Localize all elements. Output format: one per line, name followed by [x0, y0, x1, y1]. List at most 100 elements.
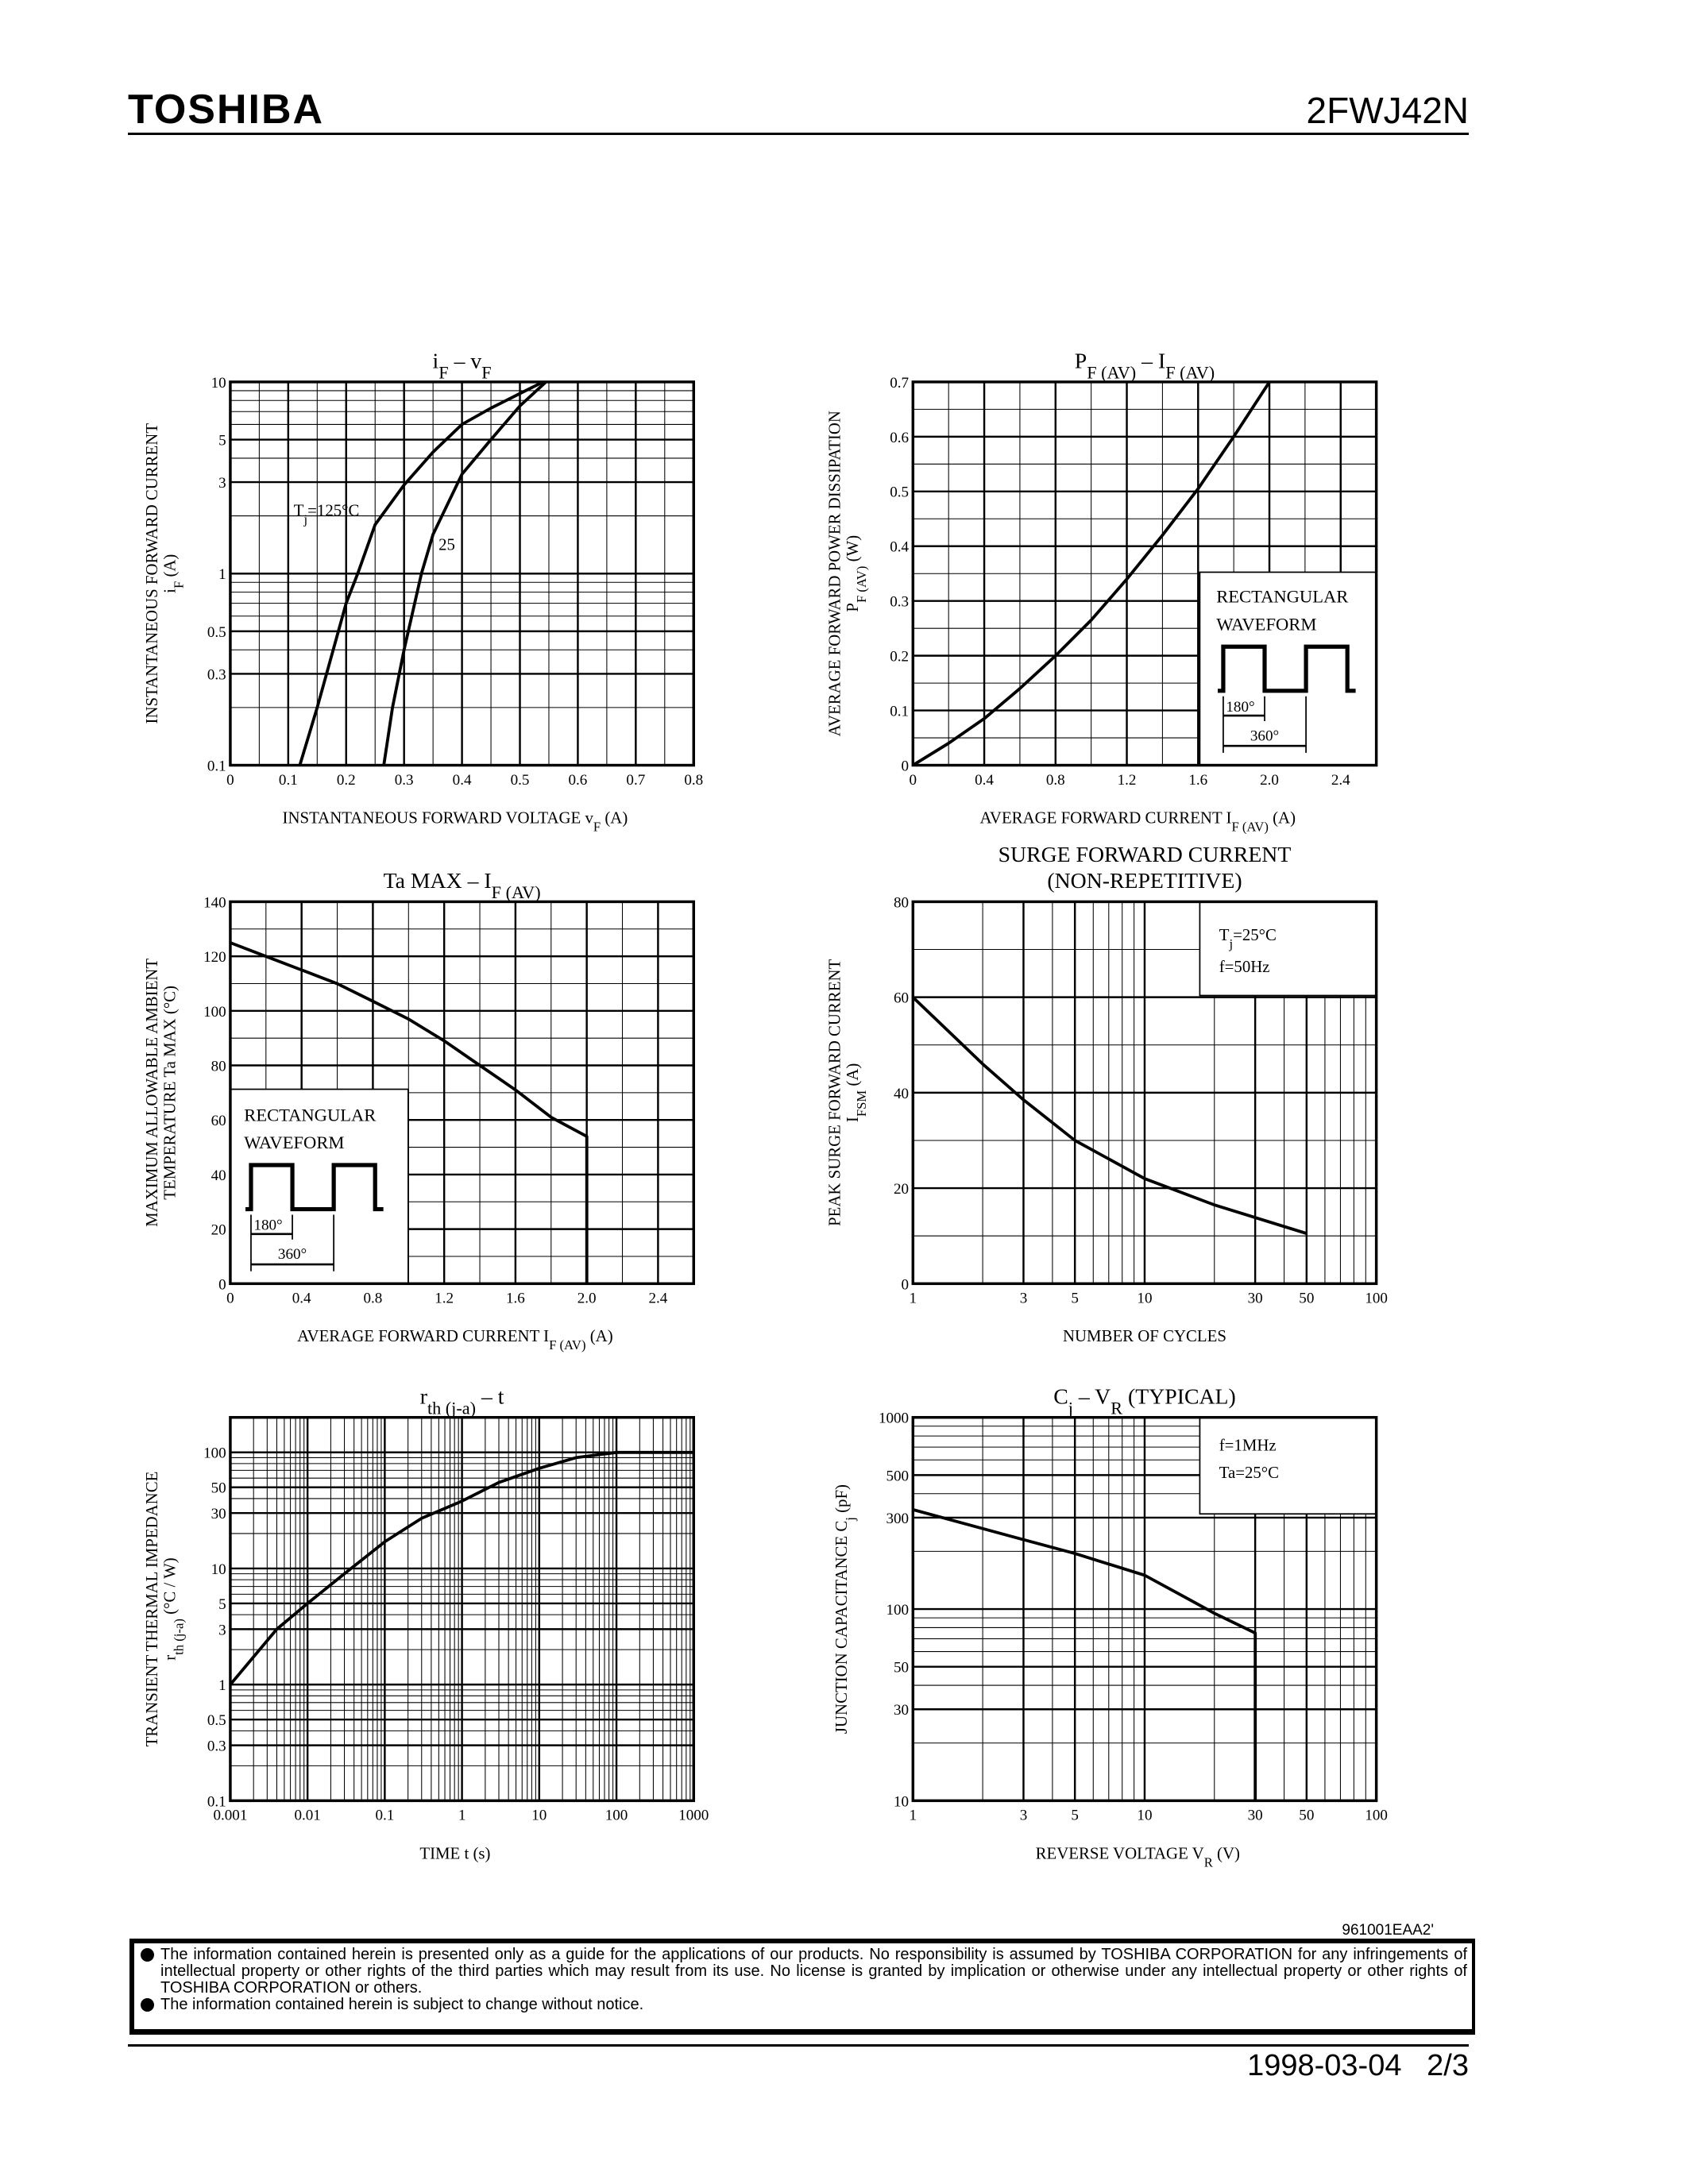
chart-title: iF – vF	[433, 349, 492, 383]
y-axis-label: PEAK SURGE FORWARD CURRENT	[825, 959, 844, 1226]
angle-label: 180°	[253, 1217, 282, 1234]
y-tick-label: 0.3	[207, 666, 226, 683]
x-axis-label: REVERSE VOLTAGE VR (V)	[1036, 1843, 1240, 1870]
inset-label: WAVEFORM	[1216, 614, 1316, 634]
y-tick-label: 0.1	[207, 1793, 226, 1810]
x-tick-label: 10	[1137, 1291, 1152, 1307]
series-line	[911, 996, 1308, 1235]
y-tick-label: 10	[211, 375, 226, 392]
x-tick-label: 0	[226, 772, 234, 789]
chart-title: SURGE FORWARD CURRENT	[999, 843, 1292, 867]
y-tick-label: 1000	[879, 1410, 909, 1427]
text-part: =25°C	[1233, 925, 1277, 944]
y-axis-label: IFSM (A)	[843, 1063, 868, 1122]
y-tick-label: 0	[902, 758, 910, 774]
y-tick-label: 0.2	[890, 649, 909, 666]
document-code: 961001EAA2'	[1342, 1922, 1434, 1939]
x-tick-label: 3	[1020, 1291, 1028, 1307]
y-tick-label: 0	[218, 1276, 226, 1293]
disclaimer-box: The information contained herein is pres…	[129, 1939, 1475, 2035]
angle-label: 360°	[278, 1246, 307, 1263]
subscript: FSM	[853, 1090, 868, 1117]
inset-label: RECTANGULAR	[244, 1105, 376, 1125]
footer-date-page: 1998-03-04 2/3	[1247, 2049, 1469, 2083]
text-part: Ta MAX – I	[384, 869, 492, 893]
subscript: F (AV)	[549, 1337, 585, 1352]
x-tick-label: 10	[531, 1808, 547, 1824]
chart-4: 1 3 5 10 30 50 100 0 20 40 60 80 SURGE FORWARD CURRE…	[825, 843, 1388, 1345]
y-tick-label: 60	[894, 990, 909, 1007]
y-tick-label: 10	[894, 1793, 909, 1810]
text-part: (W)	[843, 535, 862, 566]
y-tick-label: 10	[211, 1561, 226, 1578]
angle-label: 180°	[1226, 699, 1254, 716]
y-axis-label: JUNCTION CAPACITANCE Cj (pF)	[832, 1484, 857, 1734]
x-tick-label: 1	[910, 1808, 917, 1824]
chart-title: Cj – VR (TYPICAL)	[1053, 1384, 1236, 1417]
plot-frame	[911, 900, 1378, 1286]
text-part: MAXIMUM ALLOWABLE AMBIENT	[142, 959, 161, 1227]
inset-label: WAVEFORM	[244, 1133, 344, 1152]
chart-1: 0 0.1 0.2 0.3 0.4 0.5 0.6 0.7 0.80.10.30.513510i…	[142, 349, 703, 834]
y-tick-label: 30	[211, 1506, 226, 1522]
annotation: Ta=25°C	[1219, 1463, 1279, 1482]
series-line	[298, 380, 544, 766]
text-part: 25	[438, 535, 455, 554]
y-tick-label: 50	[894, 1660, 909, 1677]
x-tick-label: 0.7	[626, 772, 645, 789]
x-tick-label: 1.6	[506, 1291, 525, 1307]
series-line	[230, 941, 589, 1284]
x-tick-label: 2.4	[1331, 772, 1350, 789]
series-line	[229, 1450, 694, 1686]
subscript: F	[481, 362, 491, 382]
y-tick-label: 120	[203, 949, 226, 966]
y-tick-label: 140	[203, 894, 226, 911]
subscript: j	[842, 1517, 857, 1522]
y-tick-label: 80	[894, 894, 909, 911]
header-divider	[128, 133, 1469, 135]
text-part: (pF)	[832, 1484, 851, 1517]
subscript: th (j-a)	[171, 1619, 186, 1655]
y-tick-label: 0.1	[890, 704, 909, 720]
series-line	[912, 1508, 1257, 1801]
text-part: TRANSIENT THERMAL IMPEDANCE	[142, 1472, 161, 1747]
y-tick-label: 0.5	[890, 484, 909, 501]
text-part: Ta=25°C	[1219, 1463, 1279, 1482]
subscript: F	[438, 362, 448, 382]
subscript: F (AV)	[853, 566, 868, 603]
y-axis-label: TEMPERATURE Ta MAX (°C)	[160, 986, 179, 1200]
chart-5: 0.001 0.01 0.1 1 10 100 1000 0.1 0.3 0.5 1 3 5 10 30 50…	[142, 1384, 709, 1862]
text-part: TEMPERATURE Ta MAX (°C)	[160, 986, 179, 1200]
y-tick-label: 100	[203, 1445, 226, 1462]
text-part: r	[160, 1655, 179, 1661]
text-part: (TYPICAL)	[1122, 1384, 1236, 1409]
y-tick-label: 5	[218, 1596, 226, 1613]
x-tick-label: 2.4	[648, 1291, 667, 1307]
y-tick-label: 1	[218, 1677, 226, 1694]
x-tick-label: 2.0	[1260, 772, 1279, 789]
text-part: PEAK SURGE FORWARD CURRENT	[825, 959, 844, 1226]
x-tick-label: 1	[910, 1291, 917, 1307]
y-tick-label: 20	[211, 1222, 226, 1239]
x-tick-label: 1000	[678, 1808, 709, 1824]
chart-title: Ta MAX – IF (AV)	[384, 869, 541, 902]
text-part: (A)	[601, 808, 628, 827]
plot-frame	[229, 380, 695, 767]
x-tick-label: 30	[1248, 1808, 1263, 1824]
y-axis-label: rth (j-a) (°C / W)	[160, 1557, 185, 1661]
x-tick-label: 3	[1020, 1808, 1028, 1824]
text-part: r	[420, 1384, 427, 1409]
text-part: P	[843, 603, 862, 612]
text-part: AVERAGE FORWARD CURRENT I	[980, 808, 1232, 827]
disclaimer-text: The information contained herein is pres…	[160, 1946, 1467, 1997]
chart-subtitle: (NON-REPETITIVE)	[1047, 869, 1242, 893]
text-part: C	[1053, 1384, 1068, 1409]
y-tick-label: 100	[886, 1602, 909, 1619]
text-part: i	[433, 349, 439, 374]
subscript: F (AV)	[1087, 362, 1136, 382]
x-tick-label: 1.2	[1118, 772, 1137, 789]
x-tick-label: 5	[1071, 1291, 1079, 1307]
inset-box	[1199, 901, 1377, 997]
